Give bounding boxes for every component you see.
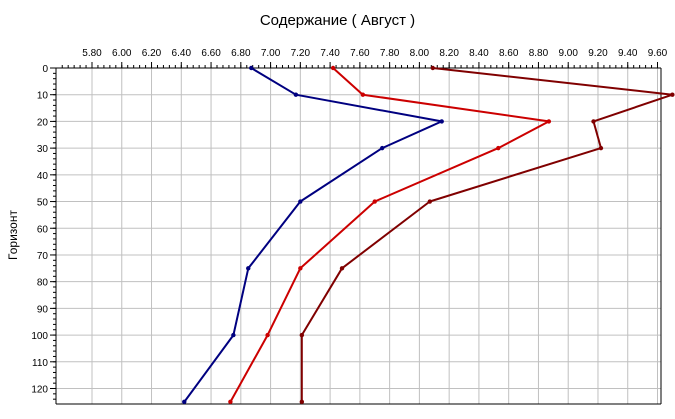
data-point [246, 266, 251, 271]
y-tick-label: 110 [32, 358, 48, 369]
data-point [591, 119, 596, 124]
data-point [298, 199, 303, 204]
data-point [379, 145, 385, 151]
x-tick-label: 6.40 [172, 48, 192, 59]
y-tick-label: 100 [31, 331, 48, 342]
y-tick-label: 120 [31, 385, 48, 396]
x-tick-label: 7.80 [380, 48, 400, 59]
axis-ticks [50, 62, 658, 400]
y-tick-label: 0 [42, 64, 48, 75]
x-tick-label: 9.00 [558, 48, 578, 59]
data-point [228, 399, 233, 405]
chart-title: Содержание ( Август ) [259, 12, 416, 29]
y-tick-label: 50 [37, 198, 49, 209]
x-tick-label: 8.60 [499, 48, 519, 59]
plot-frame [55, 67, 662, 405]
data-point [439, 119, 444, 124]
x-tick-label: 8.40 [469, 48, 489, 59]
tick-labels: 5.80 6.00 6.20 6.40 6.60 6.80 7.00 7.20 7.40 7.60… [31, 48, 667, 396]
x-tick-label: 7.00 [261, 48, 281, 59]
data-point [670, 92, 675, 97]
data-point [546, 119, 552, 124]
data-point [182, 399, 187, 405]
x-tick-label: 5.80 [82, 48, 102, 59]
data-point [265, 332, 270, 338]
data-point [339, 266, 345, 271]
data-point [299, 399, 305, 405]
y-tick-label: 70 [37, 251, 49, 262]
series-line-3 [300, 67, 674, 402]
series-group [182, 65, 675, 405]
x-tick-label: 6.00 [112, 48, 132, 59]
x-tick-label: 7.60 [350, 48, 370, 59]
series-line-1 [183, 67, 443, 403]
y-tick-label: 80 [37, 278, 49, 289]
data-point [427, 199, 433, 204]
data-point [330, 65, 336, 71]
data-point [293, 92, 299, 97]
x-tick-label: 8.80 [529, 48, 549, 59]
x-tick-label: 9.20 [588, 48, 608, 59]
x-tick-label: 9.40 [618, 48, 638, 59]
x-tick-label: 6.80 [231, 48, 251, 59]
series-line-2 [229, 67, 550, 403]
data-point [249, 65, 254, 71]
data-point [231, 332, 236, 338]
x-tick-label: 6.20 [142, 48, 162, 59]
x-tick-label: 7.40 [320, 48, 340, 59]
y-tick-label: 90 [37, 304, 49, 315]
grid-lines [56, 67, 661, 404]
data-point [360, 92, 366, 97]
data-point [298, 266, 303, 271]
y-tick-label: 30 [37, 144, 49, 155]
data-point [372, 199, 377, 204]
y-tick-label: 60 [37, 224, 49, 235]
x-tick-label: 9.60 [648, 48, 668, 59]
x-tick-label: 6.60 [201, 48, 221, 59]
data-point [299, 332, 305, 338]
data-point [496, 145, 501, 151]
x-tick-label: 7.20 [291, 48, 311, 59]
x-tick-label: 8.20 [439, 48, 459, 59]
y-tick-label: 10 [37, 91, 49, 102]
data-point [598, 145, 604, 151]
y-tick-label: 20 [37, 117, 49, 128]
y-tick-label: 40 [37, 171, 49, 182]
data-point [430, 65, 435, 71]
x-tick-label: 8.00 [410, 48, 430, 59]
